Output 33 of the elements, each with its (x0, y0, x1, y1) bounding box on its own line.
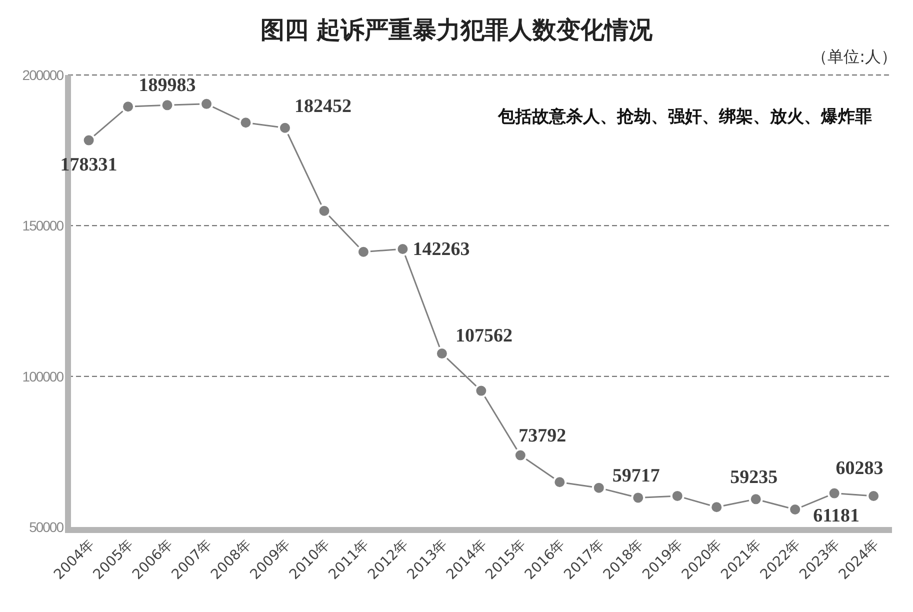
y-tick-label: 150000 (22, 218, 64, 234)
point (200, 96, 214, 111)
y-tick-label: 50000 (29, 519, 64, 535)
y-tick-label: 100000 (22, 368, 64, 384)
data-label: 178331 (60, 154, 118, 176)
point (631, 490, 646, 505)
data-label: 60283 (836, 458, 884, 480)
point (827, 486, 842, 500)
data-label: 73792 (518, 425, 566, 446)
point (710, 500, 724, 514)
point (278, 120, 292, 135)
text: （单位:人） (812, 47, 897, 66)
point (160, 98, 174, 112)
point (238, 116, 253, 130)
point (317, 204, 332, 218)
data-label: 59235 (730, 467, 778, 488)
data-label: 189983 (138, 75, 196, 96)
data-label: 61181 (813, 505, 860, 526)
point (552, 475, 567, 490)
point (513, 448, 528, 462)
point (748, 492, 763, 506)
point (474, 384, 488, 398)
point (82, 133, 96, 148)
y-tick-label: 200000 (22, 67, 64, 83)
annotation: 包括故意杀人、抢劫、强奸、绑架、放火、爆炸罪 (497, 107, 872, 127)
data-label: 107562 (455, 326, 512, 347)
point (592, 480, 606, 495)
point (356, 244, 370, 259)
data-label: 59717 (612, 466, 660, 487)
data-label: 182452 (294, 96, 352, 117)
chart-title: 图四 起诉严重暴力犯罪人数变化情况 (260, 16, 654, 44)
data-label: 142263 (412, 238, 470, 260)
point (121, 100, 136, 114)
